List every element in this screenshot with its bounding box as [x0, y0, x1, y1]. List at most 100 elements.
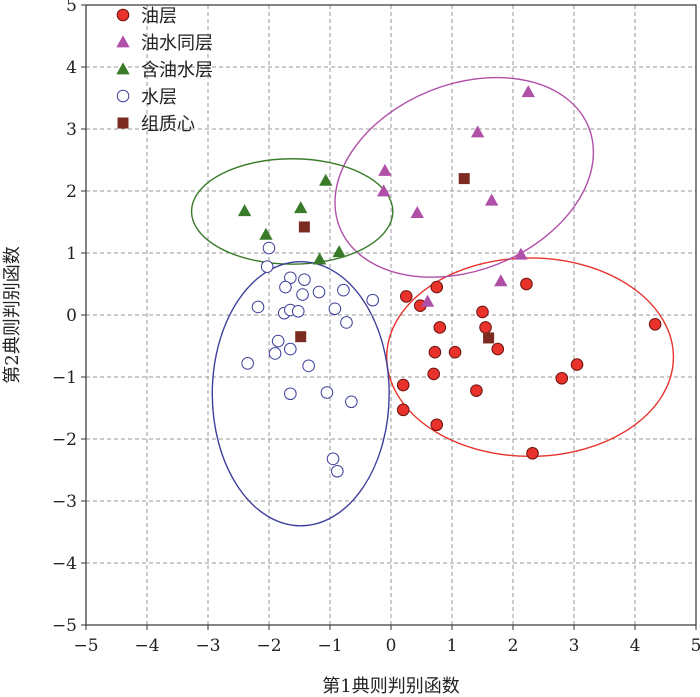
x-tick-label: 1 [447, 636, 458, 656]
point-组质心 [458, 173, 470, 185]
point-水层 [284, 387, 297, 401]
point-油层 [430, 280, 444, 294]
point-油层 [476, 305, 489, 319]
point-水层 [340, 316, 353, 329]
point-水层 [251, 300, 265, 314]
point-含油水层 [294, 201, 308, 214]
x-tick-label: −5 [73, 636, 98, 656]
y-tick-label: −1 [52, 368, 77, 388]
point-含油水层 [319, 173, 333, 186]
point-油层 [570, 358, 584, 371]
y-tick-label: 5 [66, 0, 77, 16]
point-水层 [302, 359, 315, 373]
point-组质心 [298, 221, 310, 233]
point-油层 [396, 378, 410, 392]
x-tick-label: 4 [630, 636, 641, 656]
point-油层 [479, 321, 492, 334]
point-水层 [284, 342, 297, 356]
ellipse-油水同层 [334, 76, 595, 278]
point-水层 [298, 273, 311, 286]
legend-label: 含油水层 [141, 60, 213, 81]
y-tick-label: −5 [52, 616, 77, 636]
x-tick-label: −1 [317, 636, 342, 656]
point-油层 [555, 371, 569, 385]
point-水层 [260, 260, 274, 273]
point-水层 [328, 302, 342, 316]
point-油层 [430, 418, 444, 432]
point-油层 [470, 384, 483, 397]
y-tick-label: 4 [66, 58, 77, 78]
point-油水同层 [470, 125, 485, 138]
x-tick-label: 2 [508, 636, 519, 656]
point-水层 [268, 347, 282, 360]
gridlines [86, 5, 696, 625]
legend-marker-组质心 [117, 117, 129, 129]
point-组质心 [295, 331, 307, 343]
point-油层 [427, 367, 441, 381]
point-油水同层 [494, 274, 508, 287]
point-油水同层 [377, 184, 391, 197]
point-油层 [433, 321, 447, 334]
point-油层 [526, 446, 539, 460]
point-油层 [491, 342, 505, 356]
point-油水同层 [514, 247, 528, 260]
y-tick-label: −4 [52, 554, 77, 574]
point-含油水层 [312, 252, 327, 265]
point-水层 [337, 283, 350, 297]
point-水层 [345, 395, 358, 409]
point-油层 [448, 345, 462, 359]
legend-marker-含油水层 [116, 62, 130, 75]
point-水层 [296, 288, 309, 301]
point-油层 [520, 277, 533, 291]
y-axis-label: 第2典则判别函数 [2, 246, 23, 383]
x-tick-label: −4 [134, 636, 159, 656]
x-tick-label: −2 [256, 636, 281, 656]
y-tick-label: 3 [66, 120, 77, 140]
y-tick-label: −3 [52, 492, 77, 512]
point-油层 [428, 345, 442, 359]
point-水层 [271, 334, 285, 348]
point-含油水层 [237, 204, 252, 217]
y-tick-label: 2 [66, 182, 77, 202]
legend-marker-水层 [116, 89, 130, 103]
point-油层 [396, 403, 410, 417]
point-水层 [291, 304, 305, 318]
y-tick-label: 1 [66, 244, 77, 264]
legend-label: 油层 [141, 6, 177, 27]
point-油水同层 [521, 85, 535, 98]
y-tick-label: 0 [66, 306, 77, 326]
point-水层 [331, 464, 344, 478]
point-油层 [399, 290, 413, 303]
x-axis-label: 第1典则判别函数 [322, 676, 459, 697]
data-points [237, 85, 662, 478]
point-水层 [366, 293, 380, 307]
point-油水同层 [410, 206, 424, 219]
point-水层 [320, 386, 334, 399]
legend-label: 组质心 [141, 114, 195, 135]
point-水层 [241, 357, 254, 370]
x-tick-label: 3 [569, 636, 580, 656]
axis-ticks: −5 −4 −3 −2 −1 0 1 2 3 4 5 5 4 3 2 1 0 −1 −2 −3 −4 −5 [52, 0, 700, 656]
point-油水同层 [420, 294, 435, 307]
ellipse-含油水层 [190, 158, 394, 265]
point-水层 [279, 280, 292, 294]
x-tick-label: −3 [195, 636, 220, 656]
ellipse-水层 [211, 260, 390, 527]
point-油水同层 [378, 163, 392, 176]
point-含油水层 [259, 227, 273, 240]
point-水层 [312, 285, 326, 299]
point-油水同层 [484, 193, 499, 206]
x-tick-label: 5 [691, 636, 700, 656]
point-含油水层 [332, 245, 346, 258]
point-水层 [326, 452, 340, 466]
point-水层 [262, 241, 276, 255]
point-组质心 [483, 332, 495, 344]
x-tick-label: 0 [386, 636, 397, 656]
legend-marker-油水同层 [116, 35, 130, 48]
y-tick-label: −2 [52, 430, 77, 450]
legend-marker-油层 [116, 8, 130, 22]
point-油层 [648, 318, 662, 331]
